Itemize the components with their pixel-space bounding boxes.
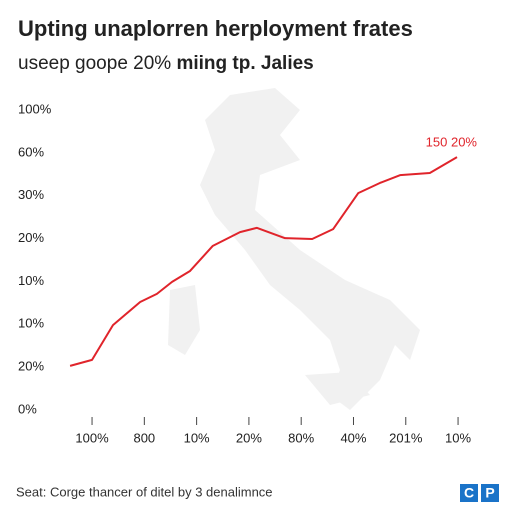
y-tick-label: 60% <box>18 144 44 159</box>
y-tick-label: 100% <box>18 101 52 116</box>
logo-box <box>481 484 499 502</box>
x-tick-label: 100% <box>75 430 109 445</box>
logo-letter: P <box>485 485 494 501</box>
y-tick-label: 20% <box>18 359 44 374</box>
chart-title: Upting unaplorren herployment frates <box>18 16 413 41</box>
x-tick-label: 40% <box>340 430 366 445</box>
x-tick-label: 201% <box>389 430 423 445</box>
y-tick-label: 30% <box>18 187 44 202</box>
subtitle-text: useep goope 20% <box>18 53 171 74</box>
x-tick-label: 800 <box>133 430 155 445</box>
logo-letter: C <box>464 485 474 501</box>
source: Seat: Corge thancer of ditel by 3 denali… <box>16 484 273 499</box>
x-tick-label: 10% <box>445 430 471 445</box>
y-tick-label: 0% <box>18 401 37 416</box>
x-tick-label: 80% <box>288 430 314 445</box>
subtitle-bold: miing tp. Jalies <box>176 53 313 74</box>
data-line <box>69 156 458 367</box>
background-map <box>168 88 420 410</box>
y-tick-label: 10% <box>18 273 44 288</box>
x-tick-label: 20% <box>236 430 262 445</box>
y-tick-label: 10% <box>18 316 44 331</box>
annotation: 150 20% <box>426 135 478 150</box>
y-tick-label: 20% <box>18 230 44 245</box>
chart-subtitle: useep goope 20% miing tp. Jalies <box>18 53 314 74</box>
x-tick-label: 10% <box>184 430 210 445</box>
logo-box <box>460 484 478 502</box>
